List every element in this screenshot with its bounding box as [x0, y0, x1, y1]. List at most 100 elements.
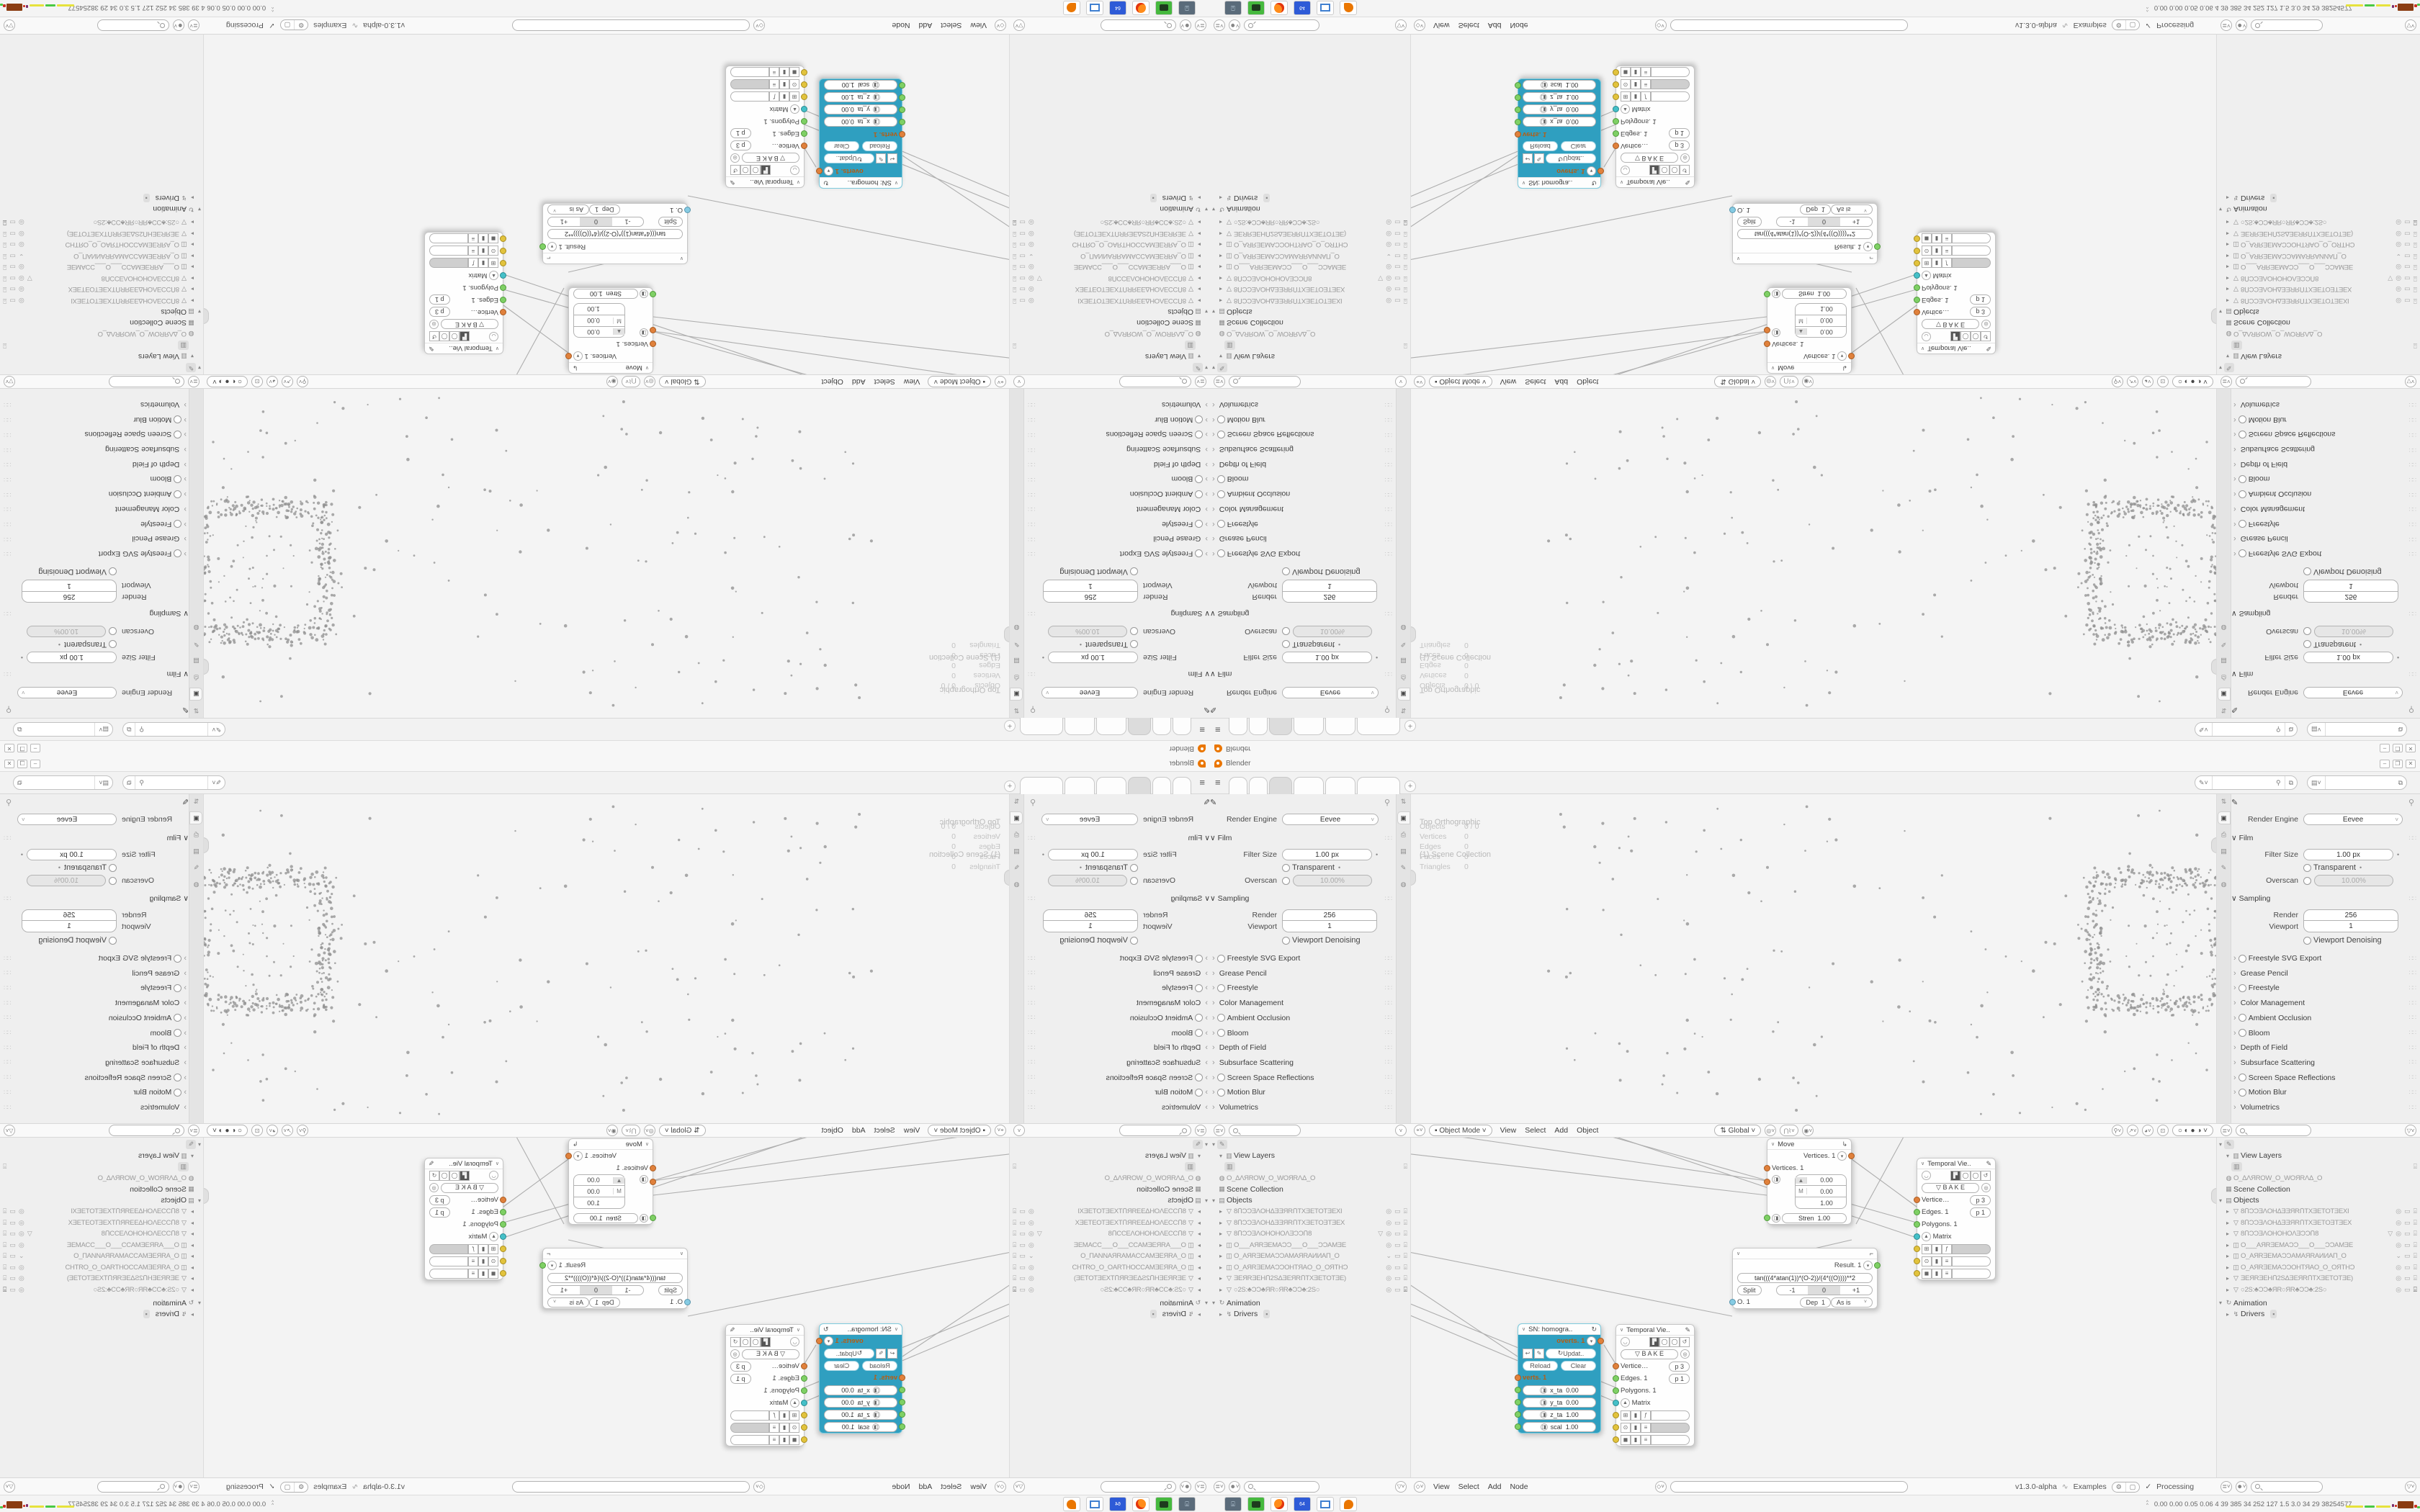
data-toggle-icon[interactable]: ≡	[468, 1256, 478, 1266]
section-checkbox[interactable]	[1195, 475, 1204, 483]
object-name[interactable]: ○2S:♣ƆƆ♣ЯR○ЯR♣ƆƆ♣:2S○	[2241, 218, 2327, 227]
workspace-tab[interactable]	[1249, 718, 1268, 735]
objects-label[interactable]: Objects	[1168, 307, 1193, 316]
collapsed-section[interactable]: Bloom	[2246, 1028, 2270, 1038]
scene-tab-icon[interactable]: ✎	[2220, 863, 2227, 871]
pin-icon[interactable]: ⚲	[2408, 798, 2414, 807]
depth-field[interactable]: Dep 1	[589, 204, 620, 215]
hide-toggle-icon[interactable]: ⌄	[18, 253, 24, 260]
app-icon-frame-blue[interactable]	[1086, 1, 1103, 15]
pin-icon[interactable]: ⚲	[135, 723, 148, 736]
socket-in-strength[interactable]	[650, 1215, 656, 1221]
section-checkbox[interactable]	[174, 475, 182, 483]
hide-toggle-icon[interactable]: ⌄	[1386, 1252, 1392, 1259]
collapsed-section[interactable]: Depth of Field	[1153, 1043, 1204, 1053]
object-name[interactable]: 8ՈƆƆƎΛOHΔƎƎЯRՈTXƎETOTƎEXӀ	[1234, 1207, 1343, 1215]
sn-field-y_ta[interactable]: ◨ y_ta 0.00	[1523, 1397, 1596, 1408]
bake-button[interactable]: ▽ B A K E	[1922, 319, 1979, 330]
copy-icon[interactable]: ⧉	[2398, 726, 2403, 734]
vector-component-field[interactable]: 1.00	[573, 1197, 625, 1209]
copy-icon[interactable]: ⧉	[2288, 726, 2293, 734]
display-toggle-icon[interactable]: ◯	[1971, 331, 1981, 342]
section-checkbox[interactable]	[1195, 430, 1204, 438]
object-name[interactable]: ○2S:♣ƆƆ♣ЯR○ЯR♣ƆƆ♣:2S○	[1234, 1285, 1320, 1294]
disable-render-icon[interactable]: ⌻	[2413, 1218, 2417, 1226]
toggle-icon[interactable]: ◨	[1540, 94, 1548, 102]
menu-select[interactable]: Select	[874, 377, 895, 386]
orientation-dropdown[interactable]: ⇅ Global ˅	[658, 1125, 706, 1136]
outliner-search-input[interactable]	[2251, 19, 2323, 32]
data-field[interactable]	[730, 79, 769, 90]
socket-pill[interactable]: p 3	[1669, 1361, 1690, 1372]
socket-in-data[interactable]	[500, 1258, 506, 1264]
camera-icon[interactable]: ◎	[730, 1349, 740, 1359]
hamburger-menu-icon[interactable]: ≡	[1215, 724, 1221, 735]
output-tab-icon[interactable]: ⎙	[1013, 830, 1020, 838]
disable-render-icon[interactable]: ⌻	[3, 297, 7, 305]
collapsed-section[interactable]: Bloom	[1171, 1028, 1196, 1038]
output-tab-icon[interactable]: ⎙	[1400, 674, 1407, 682]
socket-in-verts[interactable]	[1515, 131, 1521, 138]
data-toggle-icon[interactable]: ▮	[779, 67, 789, 78]
camera-icon[interactable]: ◎	[429, 1183, 439, 1192]
data-toggle-icon[interactable]: ▮	[1631, 1422, 1641, 1433]
data-toggle-icon[interactable]: ƒ	[468, 1243, 478, 1254]
disable-render-icon[interactable]: ⌻	[2413, 241, 2417, 249]
socket-out-vertices[interactable]	[565, 1153, 572, 1159]
matrix-icon[interactable]: ▲	[489, 1232, 498, 1241]
world-tab-icon[interactable]: ◍	[193, 624, 200, 632]
world-name[interactable]: O_ΔΛЯROW_O_WOЯRΛΔ_O	[1227, 330, 1316, 338]
collapsed-section[interactable]: Screen Space Reflections	[84, 1073, 174, 1082]
minimize-button[interactable]: –	[2380, 744, 2390, 753]
filter-funnel-icon[interactable]: ▽˅	[4, 1125, 15, 1136]
data-toggle-icon[interactable]: ▮	[1631, 79, 1641, 90]
hide-toggle-icon[interactable]: ◎	[2396, 1218, 2402, 1226]
data-toggle-icon[interactable]: ▮	[478, 1268, 488, 1279]
transparent-checkbox[interactable]	[109, 640, 117, 649]
camera-icon[interactable]: ◎	[1680, 153, 1690, 163]
samples-viewport-field[interactable]: 1	[1282, 580, 1377, 591]
hide-toggle-icon[interactable]: ◎	[1028, 297, 1034, 305]
object-name[interactable]: O___AЯRƎEMAƆƆ___O___ƆƆAMƎE	[67, 263, 179, 271]
viewlayer-tab-icon[interactable]: ▤	[193, 847, 200, 855]
data-field[interactable]	[730, 67, 769, 78]
vector-component-field[interactable]: M 0.00	[573, 315, 625, 326]
hide-toggle-icon[interactable]: ◎	[1386, 230, 1392, 238]
data-toggle-icon[interactable]: ⊞	[488, 258, 498, 269]
maximize-button[interactable]: ❐	[2393, 744, 2403, 753]
data-field[interactable]	[1651, 1422, 1690, 1433]
display-toggle-icon[interactable]: ◯	[439, 1170, 449, 1181]
node-temporal-1[interactable]: ∨ Temporal Vie.. ✎ ◡ ▛ ◯ ◯ ↺ ▽ B A K E ◎ Vertice… p…	[1914, 232, 1996, 354]
menu-view[interactable]: View	[903, 1126, 920, 1135]
segment-option[interactable]: +1	[560, 218, 568, 226]
app-icon-firefox[interactable]	[1132, 1, 1150, 15]
examples-label[interactable]: Examples	[2073, 21, 2107, 30]
tool-tab-icon[interactable]: ⇅	[193, 797, 200, 805]
section-header[interactable]: ∨ Sampling	[1210, 609, 1250, 618]
workspace-tab[interactable]	[1294, 777, 1324, 794]
collapsed-section[interactable]: Screen Space Reflections	[2246, 1073, 2336, 1082]
socket-in[interactable]	[500, 284, 506, 291]
segment-option[interactable]: -1	[611, 217, 643, 227]
tool-tab-icon[interactable]: ⇅	[1013, 707, 1020, 715]
collapsed-section[interactable]: Grease Pencil	[132, 968, 182, 978]
socket-in[interactable]	[500, 309, 506, 315]
formula-field[interactable]: tan(((4*atan(1))*(O-2))/(4*((O))))**2	[547, 1272, 683, 1283]
data-field[interactable]	[1651, 1410, 1690, 1421]
data-toggle-icon[interactable]: ⊙	[488, 246, 498, 256]
render-tab-icon[interactable]: ▣	[190, 812, 202, 824]
socket-pill[interactable]: p 1	[730, 128, 751, 139]
matrix-icon[interactable]: ▲	[1621, 104, 1630, 114]
disable-viewport-icon[interactable]: ▭	[1394, 241, 1401, 249]
collapsed-section[interactable]: Freestyle SVG Export	[2246, 954, 2322, 963]
close-button[interactable]: ✕	[2406, 744, 2416, 753]
filter-toggle-icon[interactable]: ˅	[1013, 376, 1025, 387]
object-name[interactable]: ƎEЯRƎEHՈ2SΔƎEЯRՈTXƎETOTƎE)	[1234, 230, 1346, 238]
orientation-dropdown[interactable]: ⇅ Global ˅	[658, 376, 706, 387]
disable-viewport-icon[interactable]: ▭	[2404, 297, 2411, 305]
section-header[interactable]: ∨ Film	[1188, 670, 1210, 678]
collapsed-section[interactable]: Color Management	[1216, 999, 1283, 1008]
menu-view[interactable]: View	[1500, 1126, 1517, 1135]
pin-icon[interactable]: ⚲	[135, 776, 148, 789]
disable-viewport-icon[interactable]: ▭	[1019, 253, 1026, 260]
